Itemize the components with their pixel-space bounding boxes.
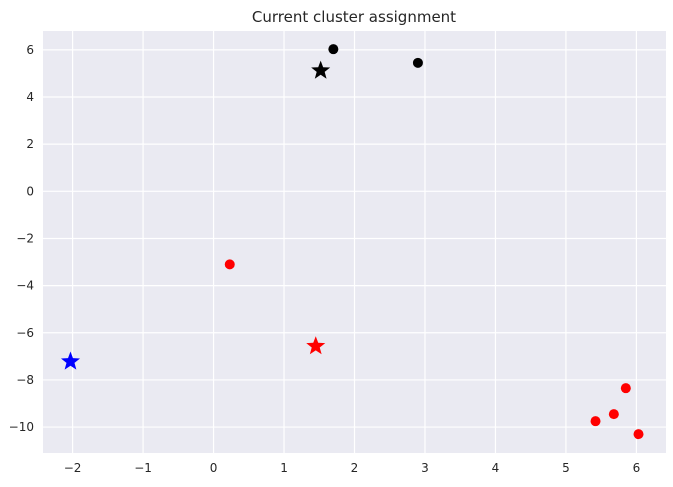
x-tick-label: −2 (64, 461, 82, 475)
y-tick-label: −2 (16, 231, 34, 245)
y-tick-label: 0 (26, 184, 34, 198)
x-tick-label: 5 (562, 461, 570, 475)
y-tick-label: 6 (26, 43, 34, 57)
data-markers (60, 44, 644, 440)
y-tick-label: −6 (16, 326, 34, 340)
black-data-point (328, 44, 339, 55)
red-data-point (633, 429, 644, 440)
blue-centroid-star (60, 351, 80, 370)
y-tick-label: 2 (26, 137, 34, 151)
red-centroid-star (306, 336, 326, 355)
x-tick-label: 4 (492, 461, 500, 475)
x-tick-label: 3 (421, 461, 429, 475)
red-data-point (590, 416, 601, 427)
red-data-point (620, 383, 631, 394)
y-tick-label: −10 (9, 420, 34, 434)
red-data-point (608, 409, 619, 420)
x-tick-label: 0 (210, 461, 218, 475)
x-tick-label: 2 (351, 461, 359, 475)
black-data-point (412, 57, 423, 68)
chart-title: Current cluster assignment (252, 8, 456, 26)
x-tick-label: −1 (134, 461, 152, 475)
black-centroid-star (311, 60, 331, 79)
y-tick-label: −8 (16, 373, 34, 387)
y-tick-label: −4 (16, 279, 34, 293)
x-tick-label: 1 (280, 461, 288, 475)
grid-lines (43, 31, 666, 453)
red-data-point (224, 259, 235, 270)
x-tick-label: 6 (633, 461, 641, 475)
y-tick-label: 4 (26, 90, 34, 104)
